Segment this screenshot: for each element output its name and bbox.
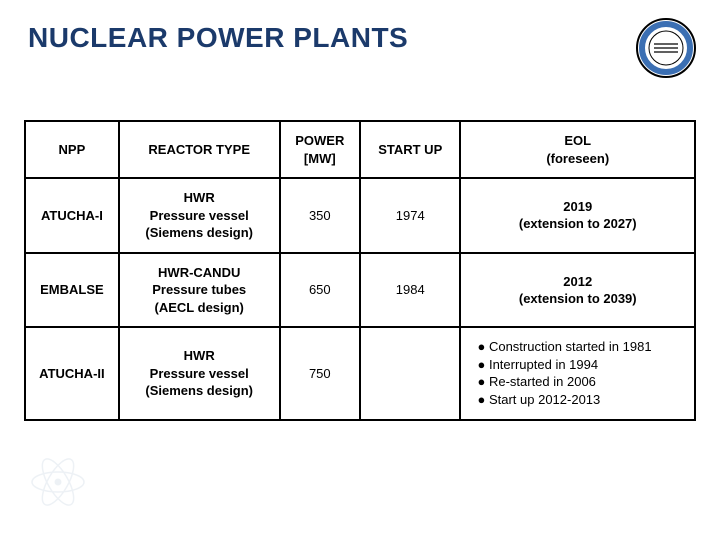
atom-icon	[28, 452, 88, 512]
cell-power: 650	[280, 253, 360, 328]
col-eol: EOL(foreseen)	[460, 121, 695, 178]
npp-table: NPP REACTOR TYPE POWER[MW] START UP EOL(…	[24, 120, 696, 421]
table-row: ATUCHA-II HWRPressure vessel(Siemens des…	[25, 327, 695, 419]
col-startup: START UP	[360, 121, 461, 178]
npp-data-table: NPP REACTOR TYPE POWER[MW] START UP EOL(…	[24, 120, 696, 421]
cell-power: 750	[280, 327, 360, 419]
cell-startup: 1984	[360, 253, 461, 328]
eol-bullet: Start up 2012-2013	[477, 391, 688, 409]
col-reactor: REACTOR TYPE	[119, 121, 280, 178]
eol-bullet: Re-started in 2006	[477, 373, 688, 391]
eol-bullet: Construction started in 1981	[477, 338, 688, 356]
eol-bullet: Interrupted in 1994	[477, 356, 688, 374]
col-power: POWER[MW]	[280, 121, 360, 178]
page-title: NUCLEAR POWER PLANTS	[28, 22, 408, 54]
cell-reactor: HWR-CANDUPressure tubes(AECL design)	[119, 253, 280, 328]
cell-reactor: HWRPressure vessel(Siemens design)	[119, 327, 280, 419]
cell-eol: 2012(extension to 2039)	[460, 253, 695, 328]
table-header: NPP REACTOR TYPE POWER[MW] START UP EOL(…	[25, 121, 695, 178]
org-logo	[636, 18, 696, 78]
cell-power: 350	[280, 178, 360, 253]
cell-startup	[360, 327, 461, 419]
cell-reactor: HWRPressure vessel(Siemens design)	[119, 178, 280, 253]
table-body: ATUCHA-I HWRPressure vessel(Siemens desi…	[25, 178, 695, 419]
cell-npp: ATUCHA-I	[25, 178, 119, 253]
cell-startup: 1974	[360, 178, 461, 253]
cell-npp: EMBALSE	[25, 253, 119, 328]
cell-eol: 2019(extension to 2027)	[460, 178, 695, 253]
col-npp: NPP	[25, 121, 119, 178]
cell-eol-bullets: Construction started in 1981 Interrupted…	[460, 327, 695, 419]
cell-npp: ATUCHA-II	[25, 327, 119, 419]
table-row: ATUCHA-I HWRPressure vessel(Siemens desi…	[25, 178, 695, 253]
table-row: EMBALSE HWR-CANDUPressure tubes(AECL des…	[25, 253, 695, 328]
